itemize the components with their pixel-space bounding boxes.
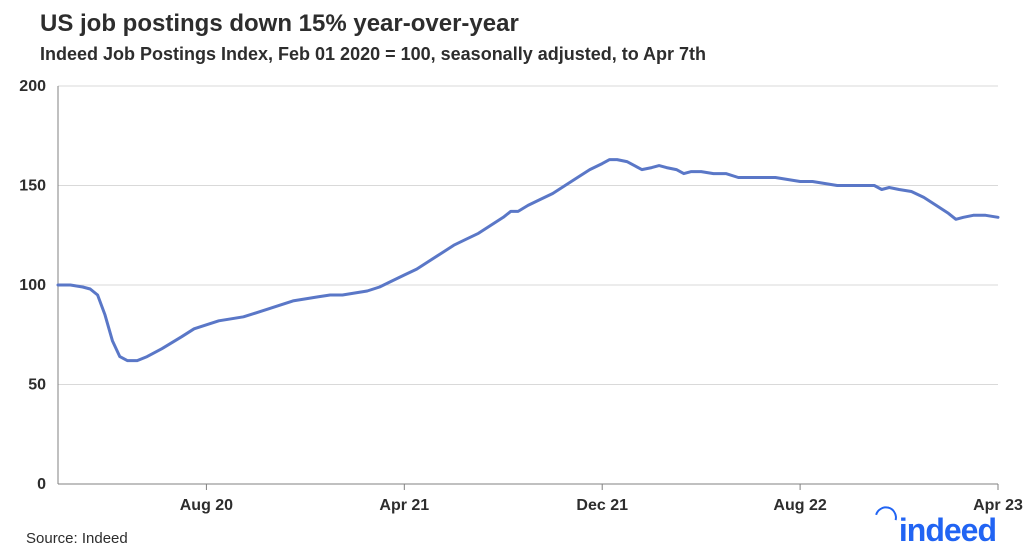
y-tick-label: 100 bbox=[19, 277, 46, 294]
y-tick-label: 50 bbox=[28, 377, 46, 394]
series-line bbox=[58, 160, 998, 361]
x-tick-label: Aug 22 bbox=[773, 497, 826, 514]
x-tick-label: Dec 21 bbox=[576, 497, 628, 514]
indeed-logo: indeed bbox=[882, 512, 996, 549]
y-tick-label: 0 bbox=[37, 476, 46, 493]
x-tick-label: Apr 21 bbox=[379, 497, 429, 514]
chart-container: { "chart": { "type": "line", "title": "U… bbox=[0, 0, 1024, 559]
y-tick-label: 150 bbox=[19, 178, 46, 195]
x-tick-label: Aug 20 bbox=[180, 497, 233, 514]
line-chart: 050100150200Aug 20Apr 21Dec 21Aug 22Apr … bbox=[0, 0, 1024, 559]
logo-text: indeed bbox=[899, 512, 996, 548]
y-tick-label: 200 bbox=[19, 78, 46, 95]
source-text: Source: Indeed bbox=[26, 530, 128, 547]
